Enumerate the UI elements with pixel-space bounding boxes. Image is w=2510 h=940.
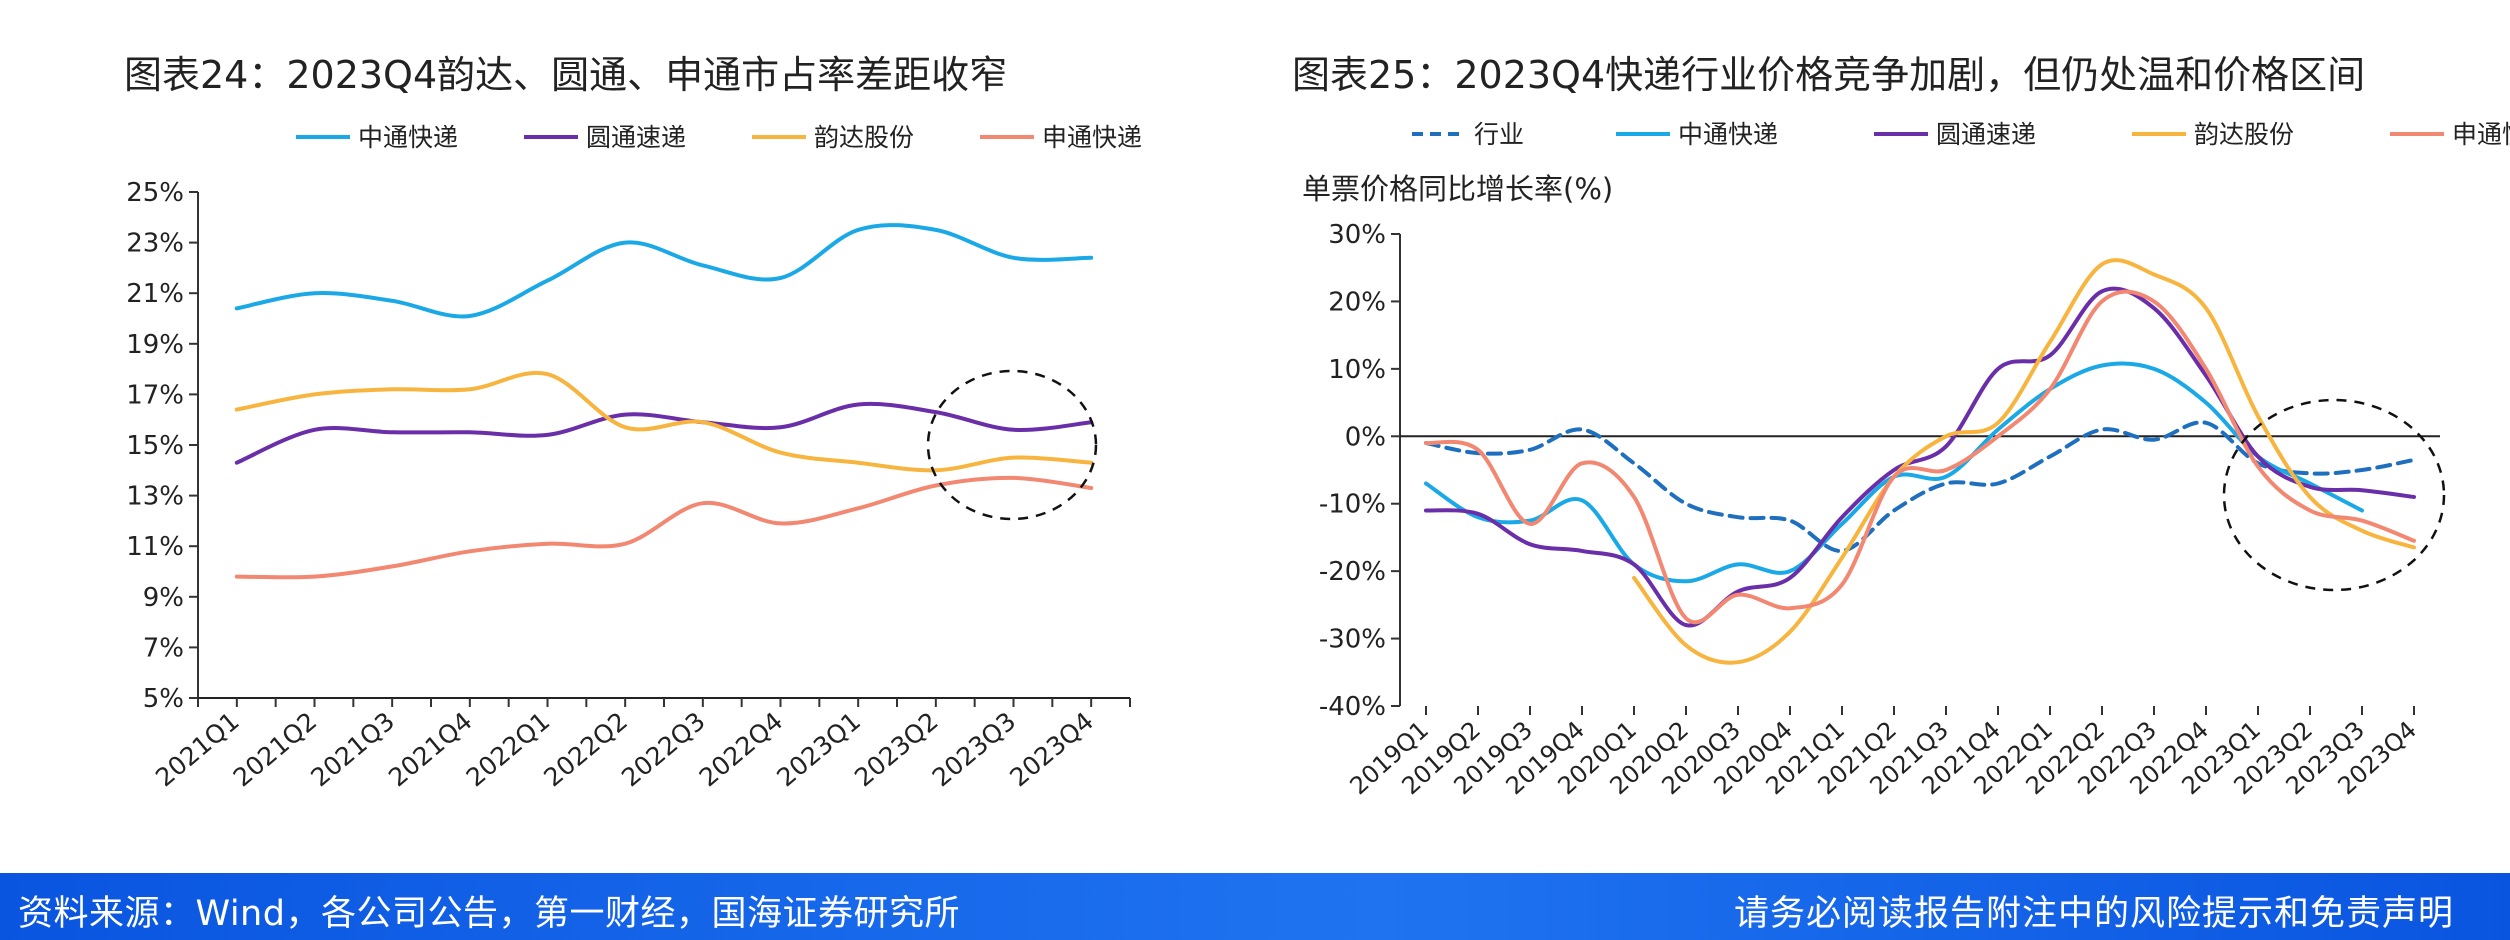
y-tick-label: -30%	[1319, 625, 1386, 655]
y-tick-label: 23%	[126, 229, 184, 259]
y-tick-label: 30%	[1328, 220, 1386, 250]
source-note: 资料来源：Wind，各公司公告，第一财经，国海证券研究所	[18, 894, 960, 934]
y-tick-label: 10%	[1328, 355, 1386, 385]
charts-canvas: 图表24：2023Q4韵达、圆通、申通市占率差距收窄 中通快递 圆通速递 韵达股份 申…	[124, 53, 2510, 800]
legend-label: 申通快递	[2452, 120, 2510, 149]
y-tick-label: 0%	[1345, 422, 1386, 452]
series-line	[234, 223, 1094, 319]
highlight-circle	[926, 369, 1098, 521]
y-tick-label: -10%	[1319, 490, 1386, 520]
x-tick-label: 2023Q1	[771, 706, 866, 792]
series-line	[1424, 420, 2416, 553]
x-tick-label: 2023Q2	[849, 706, 944, 792]
chart-market-share: 图表24：2023Q4韵达、圆通、申通市占率差距收窄 中通快递 圆通速递 韵达股份 申…	[124, 53, 1142, 792]
legend-label: 申通快递	[1042, 123, 1142, 152]
y-tick-label: 25%	[126, 178, 184, 208]
chart-axes: -40%-30%-20%-10%0%10%20%30%2019Q12019Q22…	[1319, 220, 2440, 800]
y-axis-label: 单票价格同比增长率(%)	[1302, 172, 1613, 206]
chart-title: 图表25：2023Q4快递行业价格竞争加剧，但仍处温和价格区间	[1292, 53, 2365, 97]
y-tick-label: -40%	[1319, 692, 1386, 722]
legend-label: 圆通速递	[586, 123, 686, 152]
disclaimer-note: 请务必阅读报告附注中的风险提示和免责声明	[1733, 894, 2454, 934]
y-tick-label: 19%	[126, 330, 184, 360]
x-tick-label: 2021Q4	[383, 706, 478, 792]
x-tick-label: 2021Q1	[150, 706, 245, 792]
chart-series	[1424, 258, 2416, 665]
chart-title: 图表24：2023Q4韵达、圆通、申通市占率差距收窄	[124, 53, 1007, 97]
y-tick-label: 17%	[126, 380, 184, 410]
x-tick-label: 2021Q3	[305, 706, 400, 792]
y-tick-label: -20%	[1319, 557, 1386, 587]
legend-label: 韵达股份	[2194, 120, 2294, 149]
series-line	[234, 401, 1094, 465]
x-tick-label: 2022Q4	[694, 706, 789, 792]
legend-label: 圆通速递	[1936, 120, 2036, 149]
series-line	[1632, 258, 2416, 665]
x-tick-label: 2022Q2	[538, 706, 633, 792]
series-line	[234, 371, 1094, 473]
x-tick-label: 2023Q4	[1004, 706, 1099, 792]
legend-label: 行业	[1474, 120, 1524, 149]
chart-legend: 行业 中通快递 圆通速递 韵达股份 申通快递	[1412, 120, 2510, 149]
y-tick-label: 7%	[143, 633, 184, 663]
y-tick-label: 11%	[126, 532, 184, 562]
chart-legend: 中通快递 圆通速递 韵达股份 申通快递	[296, 123, 1142, 152]
y-tick-label: 5%	[143, 684, 184, 714]
series-line	[234, 475, 1094, 580]
x-tick-label: 2023Q3	[927, 706, 1022, 792]
chart-price-growth: 图表25：2023Q4快递行业价格竞争加剧，但仍处温和价格区间 行业 中通快递 圆通…	[1292, 53, 2510, 800]
y-tick-label: 20%	[1328, 287, 1386, 317]
x-tick-label: 2021Q2	[228, 706, 323, 792]
x-tick-label: 2022Q1	[461, 706, 556, 792]
highlight-circle	[2222, 398, 2446, 592]
chart-axes: 5%7%9%11%13%15%17%19%21%23%25%2021Q12021…	[126, 178, 1131, 792]
x-tick-label: 2022Q3	[616, 706, 711, 792]
legend-label: 中通快递	[1678, 120, 1778, 149]
legend-label: 韵达股份	[814, 123, 914, 152]
series-line	[1424, 289, 2416, 625]
footer-bar: 资料来源：Wind，各公司公告，第一财经，国海证券研究所 请务必阅读报告附注中的…	[0, 873, 2510, 940]
y-tick-label: 13%	[126, 482, 184, 512]
legend-label: 中通快递	[358, 123, 458, 152]
y-tick-label: 9%	[143, 583, 184, 613]
y-tick-label: 21%	[126, 279, 184, 309]
y-tick-label: 15%	[126, 431, 184, 461]
chart-series	[234, 223, 1094, 580]
series-line	[1424, 286, 2416, 628]
